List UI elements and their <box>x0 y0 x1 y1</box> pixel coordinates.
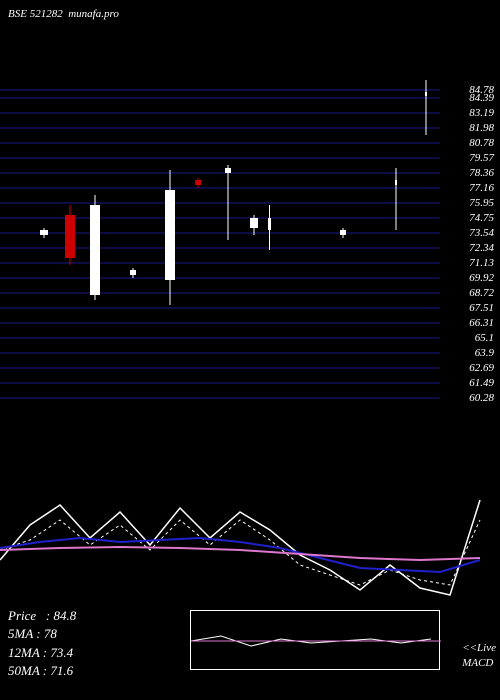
indicator-panel <box>0 470 500 620</box>
candlestick-chart: 84.7884.3983.1981.9880.7879.5778.3677.16… <box>0 40 500 410</box>
y-tick-label: 75.95 <box>469 197 494 209</box>
macd-live-text: <<Live <box>462 641 496 655</box>
y-tick-label: 65.1 <box>475 332 494 344</box>
y-tick-label: 80.78 <box>469 137 494 149</box>
y-tick-label: 67.51 <box>469 302 494 314</box>
y-tick-label: 68.72 <box>469 287 494 299</box>
inset-line <box>191 611 441 671</box>
y-tick-label: 69.92 <box>469 272 494 284</box>
stats-block: Price : 84.8 5MA : 78 12MA : 73.4 50MA :… <box>8 607 76 680</box>
y-tick-label: 77.16 <box>469 182 494 194</box>
macd-label: <<Live MACD <box>462 641 496 670</box>
macd-inset <box>190 610 440 670</box>
y-tick-label: 62.69 <box>469 362 494 374</box>
y-tick-label: 72.34 <box>469 242 494 254</box>
symbol-text: BSE 521282 <box>8 8 63 20</box>
y-tick-label: 61.49 <box>469 377 494 389</box>
y-tick-label: 79.57 <box>469 152 494 164</box>
y-tick-label: 71.13 <box>469 257 494 269</box>
candles-layer <box>0 40 500 450</box>
y-tick-label: 74.75 <box>469 212 494 224</box>
source-text: munafa.pro <box>68 8 119 20</box>
y-tick-label: 78.36 <box>469 167 494 179</box>
ma50-row: 50MA : 71.6 <box>8 662 76 680</box>
macd-text: MACD <box>462 656 496 670</box>
ma12-row: 12MA : 73.4 <box>8 644 76 662</box>
ma5-row: 5MA : 78 <box>8 625 76 643</box>
y-tick-label: 66.31 <box>469 317 494 329</box>
y-tick-label: 81.98 <box>469 122 494 134</box>
chart-header: BSE 521282 munafa.pro <box>8 8 119 20</box>
price-row: Price : 84.8 <box>8 607 76 625</box>
y-tick-label: 73.54 <box>469 227 494 239</box>
indicator-lines <box>0 470 500 620</box>
y-tick-label: 60.28 <box>469 392 494 404</box>
y-tick-label: 63.9 <box>475 347 494 359</box>
y-tick-label: 83.19 <box>469 107 494 119</box>
y-tick-label: 84.39 <box>469 92 494 104</box>
